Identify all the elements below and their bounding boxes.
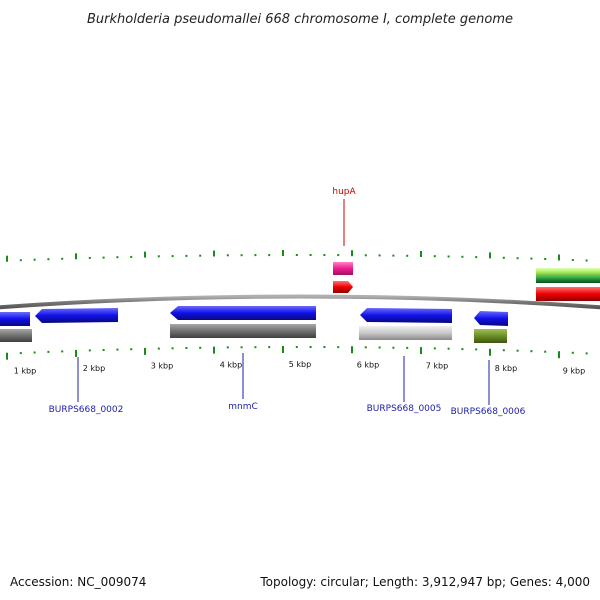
- scale-label-5kbp: 5 kbp: [289, 360, 311, 369]
- green-feature-dark[interactable]: [536, 276, 600, 283]
- scale-label-7kbp: 7 kbp: [426, 362, 448, 371]
- hupA-rna-feature[interactable]: [333, 262, 353, 275]
- lower-features: [0, 306, 508, 343]
- cds-arrow-edge-left[interactable]: [0, 312, 30, 326]
- scale-label-9kbp: 9 kbp: [563, 367, 585, 376]
- gene-label-BURPS668_0006[interactable]: BURPS668_0006: [451, 407, 526, 417]
- gene-label-BURPS668_0002[interactable]: BURPS668_0002: [49, 405, 124, 415]
- gene-bar-edge-left[interactable]: [0, 329, 32, 342]
- scale-label-6kbp: 6 kbp: [357, 360, 379, 369]
- genome-summary-text: Topology: circular; Length: 3,912,947 bp…: [259, 575, 590, 589]
- scale-label-4kbp: 4 kbp: [220, 360, 242, 369]
- outer-tick-ring: [6, 250, 588, 262]
- BURPS668_0005-cds-arrow[interactable]: [360, 308, 452, 323]
- red-feature[interactable]: [536, 287, 600, 301]
- gene-label-hupA[interactable]: hupA: [332, 187, 356, 197]
- genome-backbone: [0, 294, 600, 310]
- scale-label-8kbp: 8 kbp: [495, 364, 517, 373]
- map-title: Burkholderia pseudomallei 668 chromosome…: [87, 12, 513, 27]
- gene-labels: BURPS668_0002 mnmC BURPS668_0005 BURPS66…: [49, 187, 526, 417]
- inner-tick-ring: [6, 346, 588, 360]
- gene-label-mnmC[interactable]: mnmC: [228, 402, 258, 412]
- hupA-gene-arrow[interactable]: [333, 281, 353, 293]
- gene-label-BURPS668_0005[interactable]: BURPS668_0005: [367, 404, 442, 414]
- gene-label-lines: [77, 199, 490, 405]
- upper-features: [333, 262, 600, 301]
- BURPS668_0006-gene-bar[interactable]: [474, 329, 507, 343]
- scale-label-1kbp: 1 kbp: [14, 367, 36, 376]
- BURPS668_0006-cds-arrow[interactable]: [474, 311, 508, 326]
- green-feature-light[interactable]: [536, 268, 600, 276]
- BURPS668_0002-cds-arrow[interactable]: [35, 308, 118, 323]
- BURPS668_0005-gene-bar[interactable]: [359, 326, 452, 340]
- accession-text: Accession: NC_009074: [10, 575, 146, 589]
- mnmC-gene-bar[interactable]: [170, 324, 316, 338]
- scale-label-2kbp: 2 kbp: [83, 364, 105, 373]
- scale-labels: 1 kbp 2 kbp 3 kbp 4 kbp 5 kbp 6 kbp 7 kbp 8 kbp…: [14, 360, 585, 376]
- mnmC-cds-arrow[interactable]: [170, 306, 316, 320]
- scale-label-3kbp: 3 kbp: [151, 362, 173, 371]
